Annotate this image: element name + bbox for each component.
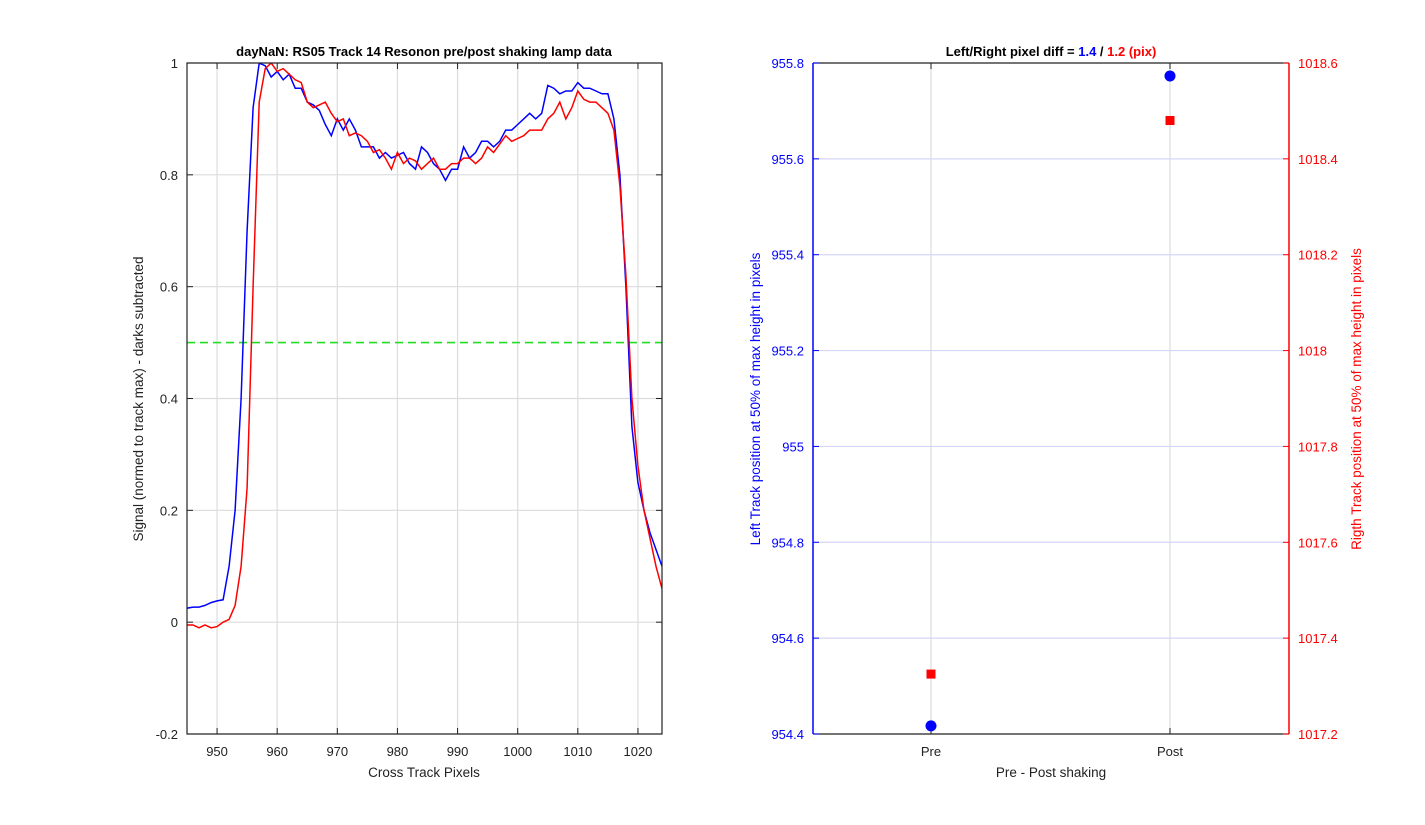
scatter-points (925, 70, 1176, 732)
right-panel-right-y-axis-label: Rigth Track position at 50% of max heigh… (1349, 248, 1364, 550)
left-y-tick-label: 954.4 (771, 727, 804, 742)
x-tick-label: 1020 (623, 744, 652, 759)
left-tick-marks (187, 62, 662, 735)
line-chart-panel: 950 960 970 980 990 1000 1010 1020 -0.2 0 0.2 0.4 0.… (131, 44, 663, 780)
y-tick-label: 0.8 (160, 168, 178, 183)
left-y-tick-label: 955.8 (771, 56, 804, 71)
x-tick-label: 970 (326, 744, 348, 759)
x-tick-label: 990 (447, 744, 469, 759)
right-chart-title: Left/Right pixel diff = 1.4 / 1.2 (pix) (946, 44, 1157, 59)
y-tick-label: 0.4 (160, 392, 178, 407)
title-part-left-diff: 1.4 (1078, 44, 1097, 59)
right-y-tick-label: 1017.4 (1298, 631, 1338, 646)
left-y-tick-label: 954.6 (771, 631, 804, 646)
x-tick-label: 960 (266, 744, 288, 759)
left-y-axis-label: Signal (normed to track max) - darks sub… (131, 256, 146, 541)
left-grid (187, 62, 662, 735)
scatter-chart-panel: 954.4 954.6 954.8 955 955.2 955.4 955.6 955.8 10… (748, 44, 1364, 780)
right-x-axis-label: Pre - Post shaking (996, 765, 1106, 780)
left-tick-labels: 950 960 970 980 990 1000 1010 1020 -0.2 0 0.2 0.4 0.… (156, 56, 653, 759)
x-tick-label: 980 (387, 744, 409, 759)
category-tick-label: Pre (921, 744, 941, 759)
right-track-point (1165, 116, 1175, 126)
right-y-tick-label: 1018.6 (1298, 56, 1338, 71)
left-y-tick-label: 954.8 (771, 535, 804, 550)
right-panel-left-y-axis-label: Left Track position at 50% of max height… (748, 252, 763, 545)
x-tick-label: 1010 (563, 744, 592, 759)
right-y-tick-label: 1018.4 (1298, 152, 1338, 167)
y-tick-label: -0.2 (156, 727, 178, 742)
left-y-tick-label: 955 (782, 439, 804, 454)
y-tick-label: 0.6 (160, 280, 178, 295)
right-y-tick-label: 1018.2 (1298, 248, 1338, 263)
y-tick-label: 0.2 (160, 503, 178, 518)
right-y-tick-label: 1017.6 (1298, 535, 1338, 550)
y-tick-label: 1 (171, 56, 178, 71)
left-x-axis-label: Cross Track Pixels (368, 765, 480, 780)
series-line-red (187, 63, 662, 629)
title-part-prefix: Left/Right pixel diff = (946, 44, 1079, 59)
left-track-point (925, 720, 937, 732)
left-y-tick-label: 955.4 (771, 248, 804, 263)
left-chart-title: dayNaN: RS05 Track 14 Resonon pre/post s… (236, 44, 612, 59)
left-y-tick-label: 955.2 (771, 344, 804, 359)
title-part-separator: / (1096, 44, 1107, 59)
right-y-tick-label: 1017.2 (1298, 727, 1338, 742)
x-tick-label: 950 (206, 744, 228, 759)
left-track-point (1164, 70, 1176, 82)
right-y-tick-label: 1017.8 (1298, 439, 1338, 454)
left-y-tick-label: 955.6 (771, 152, 804, 167)
x-tick-label: 1000 (503, 744, 532, 759)
right-tick-labels: 954.4 954.6 954.8 955 955.2 955.4 955.6 955.8 10… (771, 56, 1337, 759)
right-axes-frame (812, 62, 1290, 735)
title-part-right-diff: 1.2 (pix) (1107, 44, 1156, 59)
right-y-tick-label: 1018 (1298, 344, 1327, 359)
y-tick-label: 0 (171, 615, 178, 630)
right-track-point (926, 669, 936, 679)
right-grid (813, 63, 1289, 734)
category-tick-label: Post (1157, 744, 1183, 759)
series-layer (187, 63, 662, 629)
right-tick-marks (813, 62, 1289, 735)
